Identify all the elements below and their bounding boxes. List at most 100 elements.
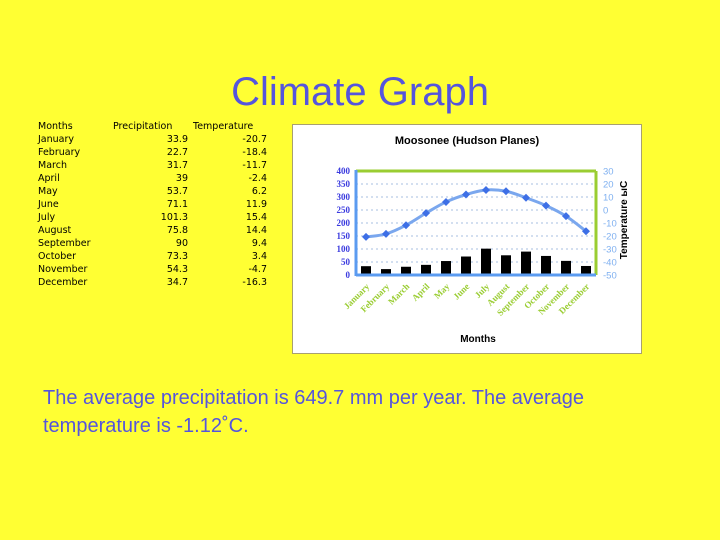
table-row: February 22.7 -18.4 bbox=[38, 146, 267, 159]
cell-precipitation: 31.7 bbox=[166, 160, 188, 171]
left-axis-ticks: 0 50 100 150 200 250 300 350 400 bbox=[337, 166, 351, 280]
cell-precipitation: 54.3 bbox=[166, 264, 188, 275]
table-row: November 54.3 -4.7 bbox=[38, 263, 267, 276]
left-tick-label: 50 bbox=[341, 257, 351, 267]
gridlines bbox=[356, 183, 596, 263]
right-tick-label: -40 bbox=[603, 258, 617, 269]
cell-temperature: -16.3 bbox=[242, 277, 267, 288]
precipitation-bar bbox=[401, 266, 411, 275]
cell-month: February bbox=[38, 147, 81, 158]
cell-temperature: 3.4 bbox=[251, 251, 267, 262]
table-row: December 34.7 -16.3 bbox=[38, 276, 267, 289]
right-tick-label: 30 bbox=[603, 167, 614, 178]
right-tick-label: 0 bbox=[603, 206, 608, 217]
cell-temperature: -4.7 bbox=[248, 264, 267, 275]
cell-month: August bbox=[38, 225, 72, 236]
diamond-marker-icon bbox=[502, 187, 510, 196]
slide-title: Climate Graph bbox=[231, 70, 489, 114]
table-row: January 33.9 -20.7 bbox=[38, 133, 267, 146]
cell-precipitation: 73.3 bbox=[166, 251, 188, 262]
precipitation-bar bbox=[561, 260, 571, 275]
plot-frame bbox=[354, 169, 598, 277]
cell-temperature: 11.9 bbox=[245, 199, 267, 210]
table-row: July 101.3 15.4 bbox=[38, 211, 267, 224]
right-tick-label: -30 bbox=[603, 245, 617, 256]
temperature-line bbox=[362, 185, 590, 241]
diamond-marker-icon bbox=[442, 197, 450, 206]
cell-month: March bbox=[38, 160, 67, 171]
diamond-marker-icon bbox=[562, 212, 570, 221]
cell-precipitation: 34.7 bbox=[166, 277, 188, 288]
right-tick-label: 10 bbox=[603, 193, 614, 204]
cell-precipitation: 33.9 bbox=[166, 134, 188, 145]
cell-temperature: 14.4 bbox=[245, 225, 267, 236]
climate-data-table: Months Precipitation Temperature January… bbox=[38, 120, 267, 289]
cell-month: September bbox=[38, 238, 91, 249]
cell-month: January bbox=[38, 134, 75, 145]
left-tick-label: 300 bbox=[337, 192, 351, 202]
diamond-marker-icon bbox=[542, 201, 550, 210]
left-tick-label: 350 bbox=[337, 179, 351, 189]
cell-temperature: -2.4 bbox=[248, 173, 267, 184]
header-temperature: Temperature bbox=[193, 121, 254, 132]
cell-temperature: 6.2 bbox=[251, 186, 267, 197]
table-row: April 39 -2.4 bbox=[38, 172, 267, 185]
precipitation-bar bbox=[381, 269, 391, 275]
right-axis-ticks: -50 -40 -30 -20 -10 0 10 20 30 bbox=[603, 167, 617, 282]
cell-month: July bbox=[38, 212, 56, 223]
table-row: August 75.8 14.4 bbox=[38, 224, 267, 237]
precipitation-bar bbox=[441, 261, 451, 275]
header-months: Months bbox=[38, 121, 73, 132]
y2-axis-title: Temperature ыC bbox=[619, 181, 630, 259]
chart-title: Moosonee (Hudson Planes) bbox=[395, 135, 540, 147]
cell-temperature: 9.4 bbox=[251, 238, 267, 249]
diamond-marker-icon bbox=[382, 229, 390, 238]
climate-chart: Moosonee (Hudson Planes) 0 50 100 150 200 250… bbox=[292, 124, 642, 354]
category-label: May bbox=[432, 281, 452, 301]
table-row: June 71.1 11.9 bbox=[38, 198, 267, 211]
diamond-marker-icon bbox=[462, 190, 470, 199]
cell-month: October bbox=[38, 251, 77, 262]
category-label: June bbox=[451, 281, 471, 301]
cell-precipitation: 39 bbox=[175, 173, 188, 184]
right-tick-label: -50 bbox=[603, 271, 617, 282]
precipitation-bar bbox=[521, 251, 531, 275]
cell-precipitation: 53.7 bbox=[166, 186, 188, 197]
precipitation-bar bbox=[501, 255, 511, 275]
cell-month: April bbox=[38, 173, 60, 184]
summary-text: The average precipitation is 649.7 mm pe… bbox=[43, 387, 585, 437]
table-row: May 53.7 6.2 bbox=[38, 185, 267, 198]
cell-month: December bbox=[38, 277, 88, 288]
table-row: March 31.7 -11.7 bbox=[38, 159, 267, 172]
cell-temperature: -11.7 bbox=[242, 160, 267, 171]
left-tick-label: 0 bbox=[346, 270, 351, 280]
diamond-marker-icon bbox=[482, 185, 490, 194]
diamond-marker-icon bbox=[402, 221, 410, 230]
precipitation-bar bbox=[361, 266, 371, 275]
diamond-marker-icon bbox=[362, 232, 370, 241]
table-header-row: Months Precipitation Temperature bbox=[38, 120, 267, 133]
cell-precipitation: 90 bbox=[175, 238, 188, 249]
left-tick-label: 200 bbox=[337, 218, 351, 228]
diamond-marker-icon bbox=[422, 209, 430, 218]
cell-precipitation: 71.1 bbox=[166, 199, 188, 210]
chart-canvas: Moosonee (Hudson Planes) 050100150200250… bbox=[337, 135, 631, 345]
right-tick-label: 20 bbox=[603, 180, 614, 191]
right-tick-label: -10 bbox=[603, 219, 617, 230]
left-tick-label: 250 bbox=[337, 205, 351, 215]
cell-month: November bbox=[38, 264, 88, 275]
right-tick-label: -20 bbox=[603, 232, 617, 243]
cell-precipitation: 22.7 bbox=[166, 147, 188, 158]
diamond-marker-icon bbox=[522, 193, 530, 202]
cell-month: June bbox=[38, 199, 59, 210]
precipitation-bar bbox=[541, 255, 551, 275]
precipitation-bars bbox=[361, 248, 591, 275]
x-axis-title: Months bbox=[460, 334, 496, 345]
precipitation-bar bbox=[481, 248, 491, 275]
header-precipitation: Precipitation bbox=[113, 121, 173, 132]
cell-temperature: -20.7 bbox=[242, 134, 267, 145]
category-label: April bbox=[410, 281, 432, 303]
left-tick-label: 100 bbox=[337, 244, 351, 254]
precipitation-bar bbox=[421, 264, 431, 275]
